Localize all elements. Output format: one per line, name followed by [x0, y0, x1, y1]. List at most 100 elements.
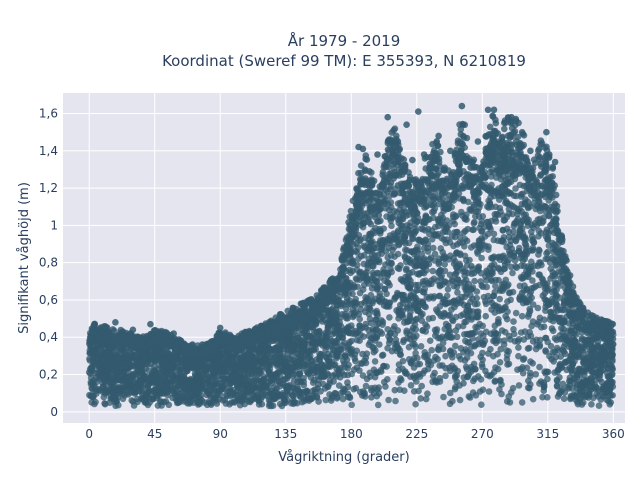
scatter-point: [535, 246, 543, 254]
scatter-point: [509, 269, 516, 277]
scatter-point: [428, 227, 436, 234]
scatter-point: [474, 250, 482, 257]
scatter-point: [467, 349, 475, 357]
scatter-point: [507, 189, 515, 197]
scatter-point: [479, 322, 487, 330]
scatter-point: [379, 351, 387, 359]
scatter-point: [487, 168, 494, 176]
scatter-point: [382, 261, 389, 269]
scatter-point: [353, 276, 361, 283]
scatter-point: [370, 271, 378, 279]
scatter-point: [418, 317, 426, 325]
scatter-point: [294, 358, 302, 366]
scatter-point: [487, 194, 494, 201]
scatter-point: [252, 377, 260, 385]
scatter-point: [423, 213, 430, 221]
scatter-point: [359, 286, 367, 293]
scatter-point: [493, 304, 501, 311]
scatter-point: [404, 303, 411, 311]
scatter-point: [362, 382, 370, 390]
scatter-point: [145, 388, 153, 395]
scatter-point: [554, 393, 562, 400]
scatter-point: [470, 220, 478, 227]
scatter-point: [460, 197, 468, 205]
scatter-point: [309, 387, 317, 395]
scatter-point: [542, 347, 549, 354]
scatter-point: [348, 401, 356, 409]
scatter-point: [410, 295, 417, 302]
scatter-point: [507, 263, 515, 271]
scatter-point: [514, 338, 522, 345]
scatter-point: [327, 397, 335, 404]
scatter-point: [434, 355, 441, 363]
scatter-point: [151, 367, 159, 375]
scatter-point: [597, 344, 604, 351]
scatter-point: [361, 270, 369, 278]
scatter-point: [468, 262, 475, 270]
scatter-point: [437, 266, 444, 274]
scatter-point: [222, 400, 230, 407]
scatter-point: [346, 394, 354, 402]
scatter-point: [544, 338, 551, 346]
scatter-point: [368, 394, 375, 401]
scatter-point: [451, 374, 459, 381]
scatter-point: [586, 390, 593, 397]
scatter-point: [486, 264, 494, 272]
scatter-point: [589, 368, 597, 375]
scatter-point: [435, 343, 443, 351]
scatter-point: [169, 376, 176, 383]
scatter-point: [524, 203, 532, 211]
scatter-point: [406, 314, 414, 322]
scatter-point: [205, 363, 213, 371]
scatter-point: [309, 379, 317, 387]
scatter-point: [362, 214, 369, 221]
scatter-point: [370, 344, 377, 351]
scatter-point: [319, 332, 326, 339]
scatter-point: [377, 368, 385, 376]
scatter-point: [517, 273, 525, 281]
scatter-point: [411, 374, 418, 382]
scatter-point: [507, 296, 514, 304]
scatter-point: [412, 343, 419, 351]
scatter-point: [223, 380, 230, 388]
scatter-point: [461, 243, 468, 250]
scatter-point: [407, 219, 414, 226]
scatter-point: [362, 234, 369, 242]
scatter-point: [429, 208, 436, 216]
scatter-point: [441, 261, 449, 268]
scatter-point: [373, 321, 380, 329]
scatter-point: [443, 225, 450, 232]
scatter-point: [531, 220, 539, 227]
scatter-point: [491, 211, 499, 218]
scatter-point: [416, 270, 424, 277]
scatter-point: [455, 323, 462, 330]
scatter-point: [341, 386, 348, 394]
scatter-point: [370, 227, 377, 235]
scatter-point: [395, 344, 402, 352]
scatter-point: [384, 376, 391, 383]
scatter-point: [439, 249, 447, 256]
scatter-point: [236, 377, 244, 385]
scatter-point: [547, 275, 554, 282]
scatter-point: [330, 378, 337, 385]
scatter-point: [609, 392, 616, 399]
scatter-point: [99, 383, 106, 391]
scatter-point: [417, 343, 425, 350]
scatter-point: [108, 348, 116, 355]
scatter-point: [324, 325, 332, 333]
scatter-point: [460, 349, 467, 356]
scatter-point: [539, 393, 546, 401]
scatter-point: [472, 323, 479, 331]
scatter-point: [504, 200, 512, 208]
scatter-point: [530, 284, 538, 291]
scatter-point: [430, 244, 437, 252]
scatter-point: [521, 252, 529, 259]
scatter-point: [444, 299, 451, 307]
scatter-point: [181, 398, 188, 405]
scatter-point: [392, 397, 399, 405]
scatter-point: [449, 397, 456, 405]
scatter-point: [557, 336, 564, 343]
scatter-point: [575, 367, 582, 375]
scatter-point: [477, 269, 485, 277]
